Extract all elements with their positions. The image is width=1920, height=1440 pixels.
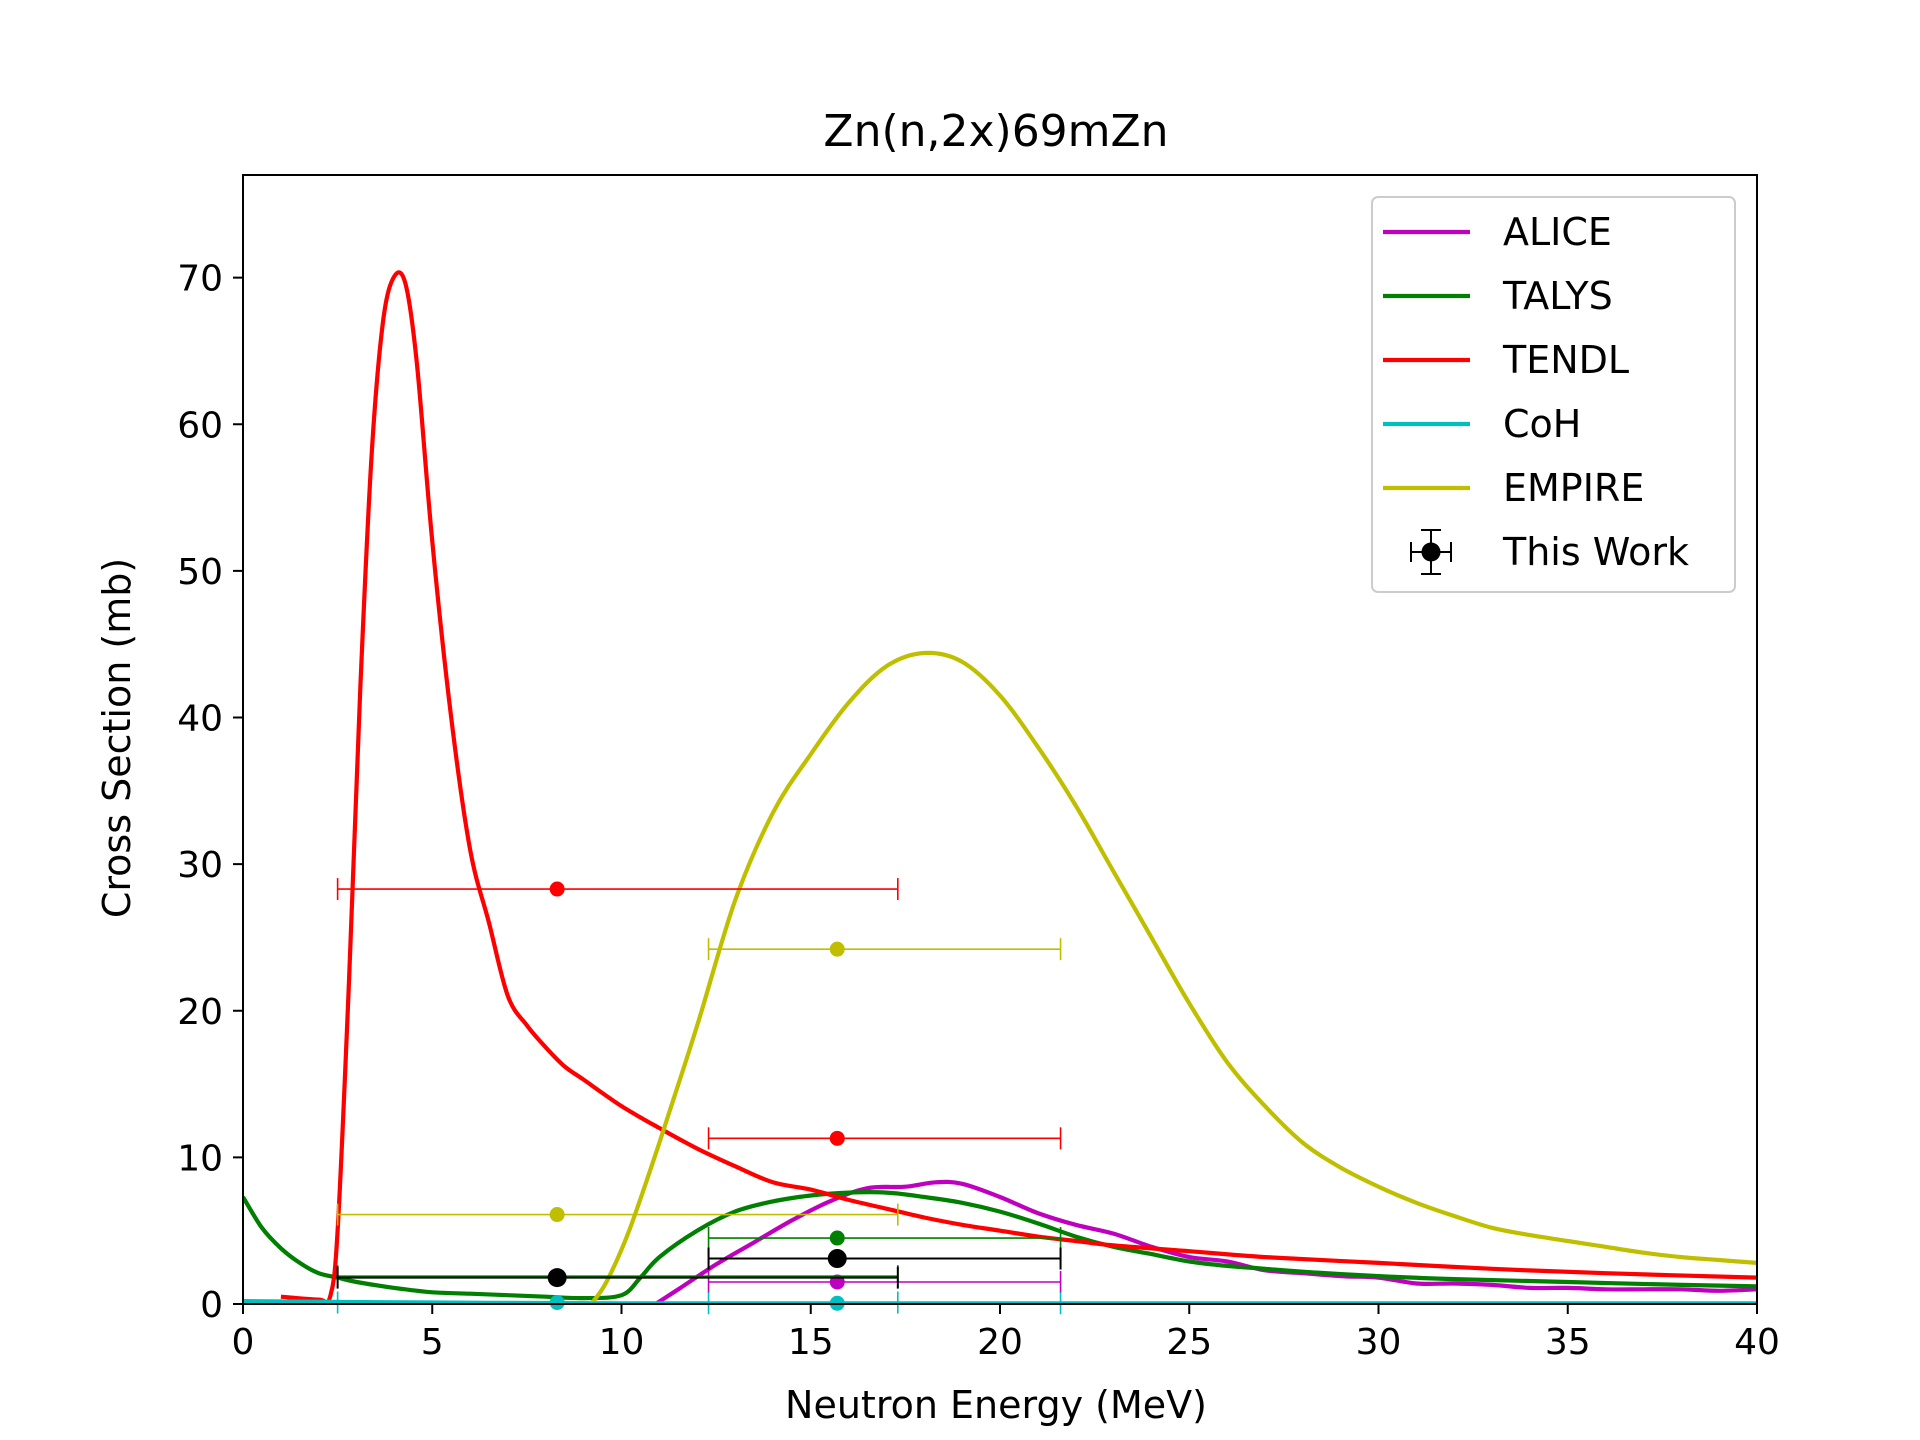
legend-marker bbox=[1421, 542, 1441, 562]
error-point-tendl-2 bbox=[707, 1127, 1062, 1150]
x-axis-label: Neutron Energy (MeV) bbox=[785, 1383, 1207, 1427]
y-tick-label: 70 bbox=[177, 259, 223, 300]
y-tick-label: 0 bbox=[200, 1285, 223, 1326]
series-line-empire bbox=[589, 650, 1757, 1304]
series-line-talys bbox=[243, 1190, 1757, 1301]
error-point-talys-1 bbox=[336, 1265, 899, 1288]
data-point bbox=[547, 1268, 567, 1288]
legend-label: EMPIRE bbox=[1503, 466, 1644, 510]
axes: 0 5 10 15 20 25 30 35 40 0 10 20 30 40 50 60 70 bbox=[177, 174, 1780, 1363]
legend: ALICE TALYS TENDL CoH EMPIRE This Work bbox=[1371, 196, 1736, 593]
legend-item-this-work: This Work bbox=[1410, 529, 1689, 575]
legend-item-empire: EMPIRE bbox=[1383, 466, 1644, 510]
error-point-empire-2 bbox=[707, 938, 1062, 961]
data-point bbox=[829, 1130, 845, 1146]
legend-item-tendl: TENDL bbox=[1383, 338, 1629, 382]
x-tick-label: 15 bbox=[788, 1322, 834, 1363]
x-tick-label: 5 bbox=[421, 1322, 444, 1363]
legend-label: This Work bbox=[1502, 530, 1689, 574]
error-point-tendl-1 bbox=[336, 878, 899, 901]
data-point bbox=[829, 1230, 845, 1246]
legend-item-alice: ALICE bbox=[1383, 210, 1612, 254]
x-tick-label: 40 bbox=[1734, 1322, 1780, 1363]
data-point bbox=[549, 1207, 565, 1223]
error-point-talys-2 bbox=[707, 1227, 1062, 1250]
error-point-this-work-1 bbox=[336, 1266, 899, 1289]
plot-area bbox=[243, 270, 1757, 1315]
data-point bbox=[549, 881, 565, 897]
chart-title: Zn(n,2x)69mZn bbox=[823, 106, 1168, 157]
y-tick-label: 40 bbox=[177, 699, 223, 740]
legend-label: CoH bbox=[1503, 402, 1581, 446]
y-tick-label: 20 bbox=[177, 992, 223, 1033]
legend-label: ALICE bbox=[1503, 210, 1612, 254]
error-point-alice-1 bbox=[707, 1271, 1062, 1294]
data-point bbox=[549, 1295, 565, 1311]
y-tick-label: 50 bbox=[177, 552, 223, 593]
x-tick-label: 25 bbox=[1166, 1322, 1212, 1363]
y-tick-label: 10 bbox=[177, 1138, 223, 1179]
x-tick-label: 10 bbox=[599, 1322, 645, 1363]
x-tick-label: 30 bbox=[1356, 1322, 1402, 1363]
series-line-tendl bbox=[280, 270, 1757, 1304]
legend-label: TALYS bbox=[1502, 274, 1613, 318]
x-tick-label: 20 bbox=[977, 1322, 1023, 1363]
error-point-this-work-2 bbox=[707, 1247, 1062, 1270]
data-point bbox=[827, 1249, 847, 1269]
y-tick-label: 60 bbox=[177, 405, 223, 446]
legend-item-coh: CoH bbox=[1383, 402, 1581, 446]
y-axis-label: Cross Section (mb) bbox=[95, 558, 139, 918]
x-tick-label: 35 bbox=[1545, 1322, 1591, 1363]
legend-label: TENDL bbox=[1502, 338, 1629, 382]
series-line-alice bbox=[654, 1179, 1757, 1304]
x-tick-label: 0 bbox=[232, 1322, 255, 1363]
data-point bbox=[829, 941, 845, 957]
legend-item-talys: TALYS bbox=[1383, 274, 1613, 318]
y-tick-label: 30 bbox=[177, 845, 223, 886]
error-point-empire-1 bbox=[336, 1203, 899, 1226]
